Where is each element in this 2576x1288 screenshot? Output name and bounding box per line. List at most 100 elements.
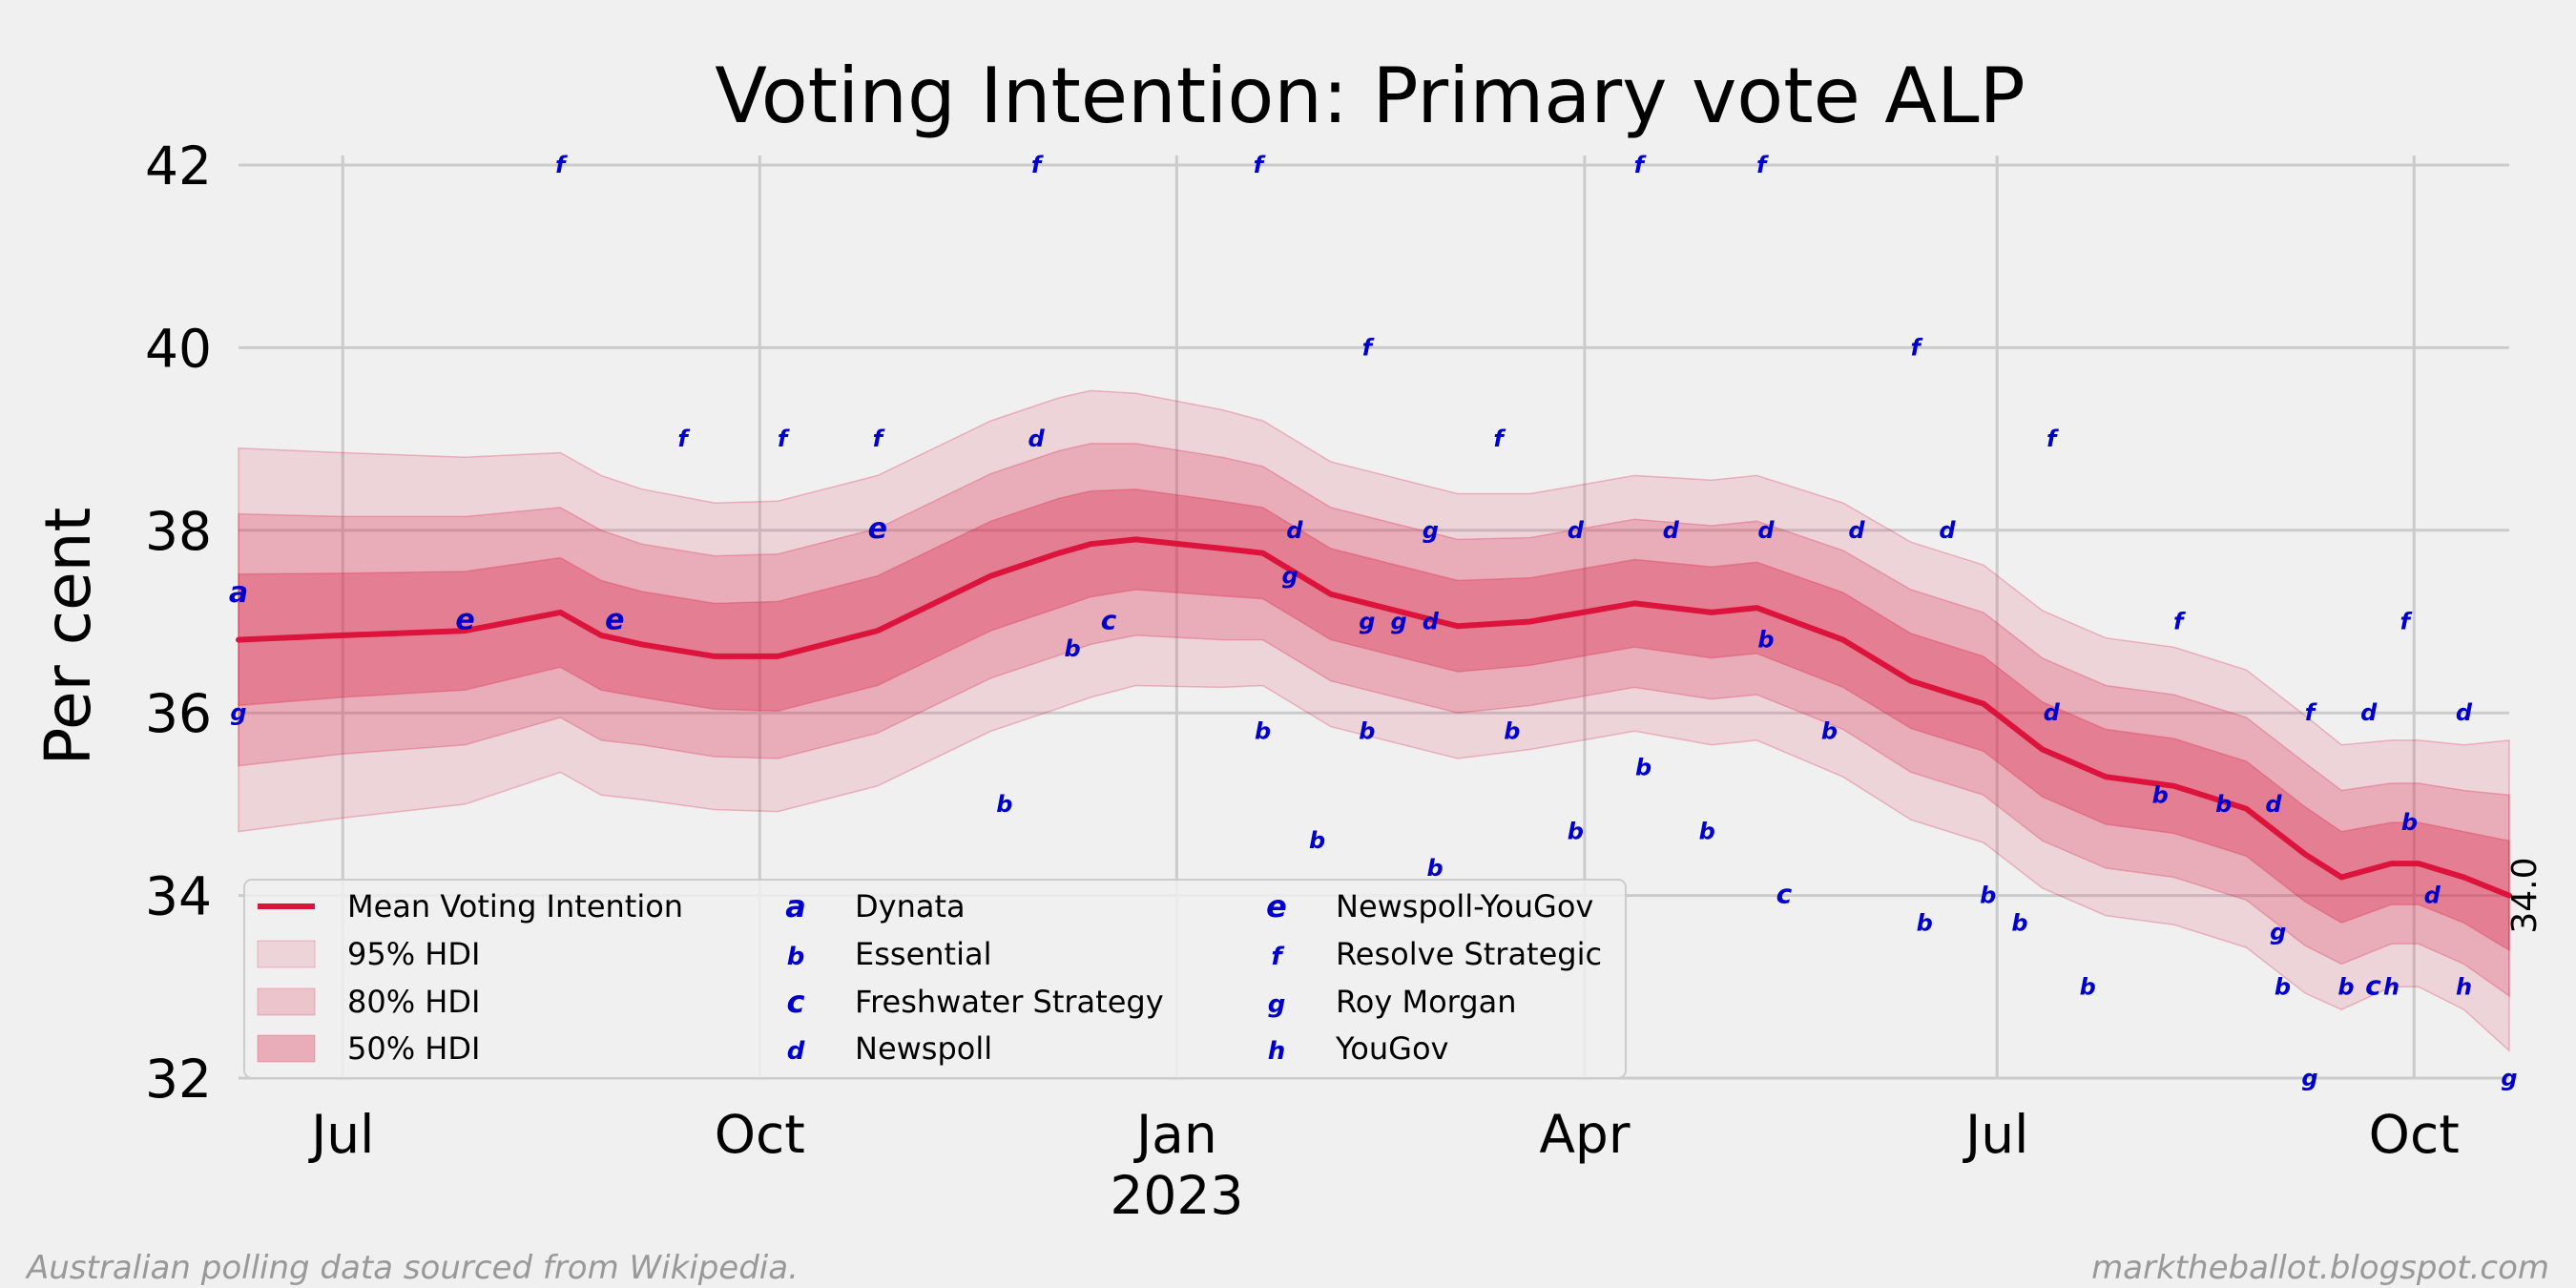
poll-point: b xyxy=(2152,781,2169,808)
poll-point: d xyxy=(1286,517,1303,544)
poll-point: b xyxy=(1635,755,1652,781)
poll-point: d xyxy=(2360,699,2378,726)
x-tick-label: Jul xyxy=(1963,1104,2028,1165)
legend-pollster-marker: a xyxy=(785,888,806,924)
x-tick-label: Jul xyxy=(308,1104,374,1165)
x-tick-label: Jan xyxy=(1133,1104,1217,1165)
poll-point: b xyxy=(1064,635,1080,662)
poll-point: h xyxy=(2383,973,2399,1000)
footer-site: marktheballot.blogspot.com xyxy=(2091,1249,2549,1287)
legend-pollster-label: Newspoll-YouGov xyxy=(1336,888,1593,924)
legend-pollster-label: Essential xyxy=(855,936,991,972)
poll-point: f xyxy=(1031,152,1044,178)
poll-point: e xyxy=(605,604,624,637)
x-tick-year-label: 2023 xyxy=(1110,1165,1243,1226)
x-tick-label: Apr xyxy=(1539,1104,1631,1165)
legend-pollster-label: Roy Morgan xyxy=(1336,984,1516,1020)
poll-point: b xyxy=(2080,973,2096,1000)
legend-pollster-label: Dynata xyxy=(855,888,966,924)
hdi-band-80 xyxy=(238,443,2510,998)
x-tick-label: Oct xyxy=(715,1104,805,1165)
poll-point: a xyxy=(229,576,248,610)
poll-point: d xyxy=(1939,517,1956,544)
legend-pollster-marker: c xyxy=(787,984,805,1020)
legend-swatch-band50 xyxy=(257,1034,316,1063)
legend-pollster-label: YouGov xyxy=(1335,1030,1448,1067)
y-tick-label: 36 xyxy=(145,683,212,744)
legend-pollster-marker: b xyxy=(787,943,805,971)
poll-point: b xyxy=(2401,809,2418,836)
poll-point: b xyxy=(1568,819,1584,845)
legend-pollster-marker: h xyxy=(1268,1037,1286,1066)
poll-point: d xyxy=(2044,699,2061,726)
poll-point: b xyxy=(1255,717,1271,744)
poll-point: d xyxy=(2424,883,2441,909)
y-tick-label: 32 xyxy=(145,1049,212,1110)
legend-pollster-label: Resolve Strategic xyxy=(1336,936,1602,972)
poll-point: g xyxy=(2501,1065,2517,1091)
poll-point: f xyxy=(2173,609,2186,635)
legend-pollster-label: Freshwater Strategy xyxy=(855,984,1164,1020)
poll-point: g xyxy=(230,699,246,726)
legend-pollster-marker: f xyxy=(1271,943,1285,971)
poll-point: d xyxy=(1568,517,1585,544)
end-value-label: 34.0 xyxy=(2505,858,2545,934)
poll-point: d xyxy=(2265,791,2282,818)
poll-point: c xyxy=(2365,969,2381,1001)
legend-pollster-marker: e xyxy=(1266,888,1287,924)
hdi-bands xyxy=(238,389,2510,1052)
poll-point: f xyxy=(1756,152,1769,178)
y-axis-label: Per cent xyxy=(31,508,105,766)
poll-point: g xyxy=(1359,609,1375,635)
poll-point: b xyxy=(1309,827,1325,854)
footer-source: Australian polling data sourced from Wik… xyxy=(25,1249,799,1287)
y-tick-label: 38 xyxy=(145,501,212,562)
poll-point: f xyxy=(1362,334,1375,361)
poll-point: f xyxy=(1493,426,1506,452)
legend-label: 95% HDI xyxy=(347,936,480,972)
poll-point: f xyxy=(1254,152,1266,178)
poll-point: d xyxy=(1423,609,1440,635)
poll-point: g xyxy=(1391,609,1407,635)
x-tick-label: Oct xyxy=(2369,1104,2460,1165)
poll-point: f xyxy=(1634,152,1647,178)
hdi-band-95 xyxy=(238,389,2510,1052)
poll-point: d xyxy=(1757,517,1775,544)
legend-pollster-marker: d xyxy=(787,1037,805,1066)
poll-point: b xyxy=(1504,717,1520,744)
poll-point: f xyxy=(2400,609,2413,635)
poll-point: b xyxy=(996,791,1012,818)
poll-point: f xyxy=(778,426,790,452)
poll-point: f xyxy=(677,426,690,452)
poll-point: e xyxy=(455,604,474,637)
poll-point: b xyxy=(2337,973,2354,1000)
poll-point: f xyxy=(1910,334,1922,361)
chart-title: Voting Intention: Primary vote ALP xyxy=(715,52,2025,140)
poll-point: b xyxy=(2011,909,2027,936)
poll-point: g xyxy=(2270,919,2286,945)
poll-point: h xyxy=(2456,973,2472,1000)
legend-label: 50% HDI xyxy=(347,1030,480,1067)
legend: Mean Voting Intention 95% HDI 80% HDI 50% H… xyxy=(243,879,1627,1079)
poll-point: f xyxy=(873,426,885,452)
poll-point: b xyxy=(1821,717,1838,744)
poll-point: b xyxy=(2215,791,2232,818)
poll-point: e xyxy=(868,512,887,546)
y-tick-label: 34 xyxy=(145,866,212,927)
poll-point: f xyxy=(2046,426,2059,452)
legend-label: 80% HDI xyxy=(347,984,480,1020)
poll-point: f xyxy=(2305,699,2317,726)
poll-point: g xyxy=(1423,517,1439,544)
poll-point: b xyxy=(1917,909,1933,936)
poll-point: b xyxy=(2275,973,2291,1000)
poll-point: c xyxy=(1101,605,1117,636)
legend-label: Mean Voting Intention xyxy=(347,888,683,924)
poll-point: b xyxy=(1427,855,1444,882)
poll-point: b xyxy=(1359,717,1375,744)
legend-box xyxy=(243,879,1627,1079)
poll-point: d xyxy=(1848,517,1865,544)
poll-point: b xyxy=(1757,627,1774,654)
poll-point: f xyxy=(555,152,568,178)
